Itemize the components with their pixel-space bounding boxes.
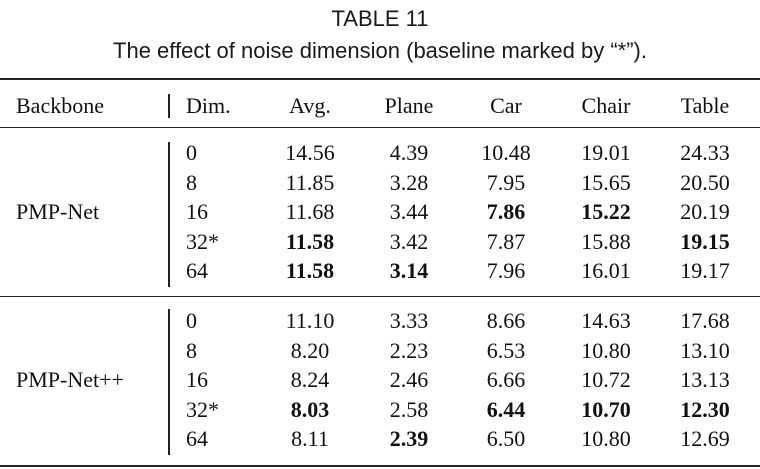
column-header: Table <box>680 93 730 118</box>
backbone-label: PMP-Net <box>16 199 100 224</box>
table-top-rule <box>0 78 760 80</box>
value-cell: 11.58 <box>285 228 335 254</box>
dim-cell: 32* <box>186 228 219 254</box>
value-cell: 2.46 <box>389 367 429 392</box>
value-cell: 15.22 <box>581 199 631 224</box>
value-cell: 7.95 <box>486 169 526 195</box>
value-cell: 13.13 <box>680 367 730 392</box>
value-cell: 19.01 <box>581 140 631 165</box>
value-cell: 10.72 <box>581 367 631 392</box>
value-cell: 20.19 <box>680 199 730 224</box>
dim-cell: 8 <box>186 337 197 363</box>
value-cell: 3.28 <box>389 169 429 195</box>
column-header: Avg. <box>289 93 331 118</box>
value-cell: 10.80 <box>581 426 631 451</box>
value-cell: 7.87 <box>486 228 526 254</box>
value-cell: 3.44 <box>389 199 429 224</box>
value-cell: 8.20 <box>290 337 330 363</box>
backbone-label: PMP-Net++ <box>16 367 124 392</box>
group-separator-rule <box>0 296 760 297</box>
value-cell: 24.33 <box>680 140 730 165</box>
value-cell: 15.88 <box>581 228 631 254</box>
value-cell: 11.10 <box>285 308 335 333</box>
header-rule <box>0 127 760 128</box>
value-cell: 4.39 <box>389 140 429 165</box>
value-cell: 10.70 <box>581 396 631 422</box>
value-cell: 14.56 <box>285 140 335 165</box>
value-cell: 8.24 <box>290 367 330 392</box>
value-cell: 2.39 <box>389 426 429 451</box>
value-cell: 8.11 <box>291 426 329 451</box>
value-cell: 3.14 <box>389 258 429 283</box>
group2-column-divider <box>168 309 170 455</box>
value-cell: 6.53 <box>486 337 526 363</box>
dim-cell: 32* <box>186 396 219 422</box>
column-header: Car <box>490 93 522 118</box>
value-cell: 17.68 <box>680 308 730 333</box>
dim-cell: 8 <box>186 169 197 195</box>
value-cell: 2.58 <box>389 396 429 422</box>
value-cell: 19.17 <box>680 258 730 283</box>
dim-cell: 16 <box>186 199 208 224</box>
value-cell: 15.65 <box>581 169 631 195</box>
value-cell: 2.23 <box>389 337 429 363</box>
value-cell: 6.50 <box>486 426 526 451</box>
value-cell: 11.68 <box>285 199 335 224</box>
dim-cell: 64 <box>186 426 208 451</box>
value-cell: 11.85 <box>285 169 335 195</box>
value-cell: 16.01 <box>581 258 631 283</box>
value-cell: 8.66 <box>486 308 526 333</box>
value-cell: 6.66 <box>486 367 526 392</box>
value-cell: 10.80 <box>581 337 631 363</box>
header-column-divider <box>168 94 170 118</box>
value-cell: 8.03 <box>290 396 330 422</box>
group1-column-divider <box>168 142 170 287</box>
dim-cell: 64 <box>186 258 208 283</box>
column-header: Backbone <box>16 93 104 118</box>
value-cell: 20.50 <box>680 169 730 195</box>
value-cell: 6.44 <box>486 396 526 422</box>
value-cell: 7.86 <box>486 199 526 224</box>
value-cell: 3.33 <box>389 308 429 333</box>
value-cell: 19.15 <box>680 228 730 254</box>
value-cell: 12.69 <box>680 426 730 451</box>
table-caption-text: The effect of noise dimension (baseline … <box>113 38 647 63</box>
dim-cell: 0 <box>186 308 197 333</box>
dim-cell: 16 <box>186 367 208 392</box>
value-cell: 14.63 <box>581 308 631 333</box>
column-header: Chair <box>581 93 631 118</box>
column-header: Plane <box>384 93 434 118</box>
dim-cell: 0 <box>186 140 197 165</box>
value-cell: 12.30 <box>680 396 730 422</box>
value-cell: 13.10 <box>680 337 730 363</box>
table-caption-number: TABLE 11 <box>331 6 429 31</box>
value-cell: 7.96 <box>486 258 526 283</box>
column-header: Dim. <box>186 93 231 118</box>
value-cell: 10.48 <box>481 140 531 165</box>
value-cell: 3.42 <box>389 228 429 254</box>
table-bottom-rule <box>0 465 760 467</box>
value-cell: 11.58 <box>285 258 335 283</box>
